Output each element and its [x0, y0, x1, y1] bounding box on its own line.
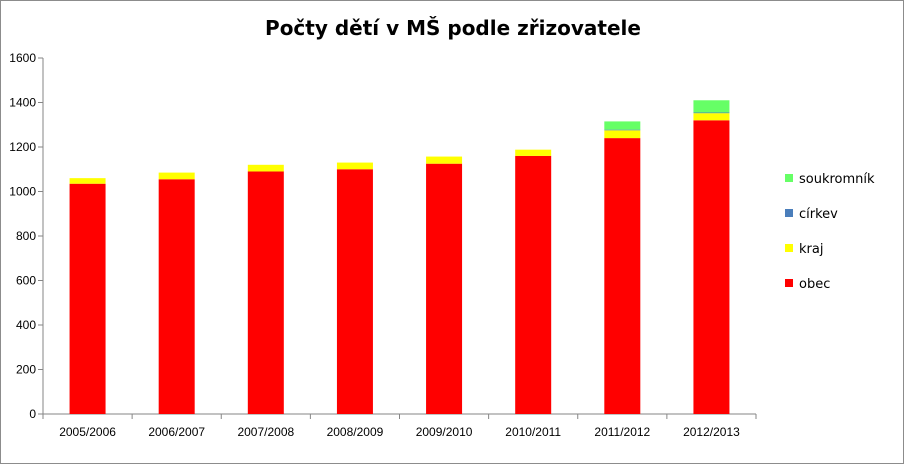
- bar-segment-církev: [693, 112, 730, 114]
- chart-title: Počty dětí v MŠ podle zřizovatele: [265, 16, 641, 40]
- bar-segment-kraj: [426, 156, 463, 164]
- bar-segment-obec: [693, 120, 730, 415]
- bar-segment-kraj: [604, 130, 641, 139]
- x-tick-label: 2012/2013: [683, 425, 740, 439]
- bar-segment-soukromník: [693, 100, 730, 113]
- y-tick-label: 1400: [9, 96, 36, 110]
- bar-segment-obec: [515, 155, 552, 414]
- bar-segment-obec: [158, 179, 195, 414]
- x-tick-label: 2005/2006: [59, 425, 116, 439]
- plot-area: 0 200 400 600 800 1000 1200 1400 1600 2005/2006 20…: [9, 51, 757, 439]
- legend-swatch-obec: [785, 279, 793, 287]
- bar-segment-obec: [426, 163, 463, 414]
- y-tick-label: 1600: [9, 51, 36, 65]
- x-tick-label: 2006/2007: [148, 425, 205, 439]
- legend: soukromník církev kraj obec: [785, 172, 875, 292]
- bar-segment-obec: [247, 171, 284, 414]
- legend-label-soukromník: soukromník: [799, 172, 875, 187]
- bar-segment-obec: [604, 138, 641, 414]
- legend-swatch-církev: [785, 209, 793, 217]
- y-tick-label: 600: [16, 274, 36, 288]
- y-tick-label: 800: [16, 229, 36, 243]
- legend-label-církev: církev: [799, 207, 838, 222]
- x-tick-label: 2009/2010: [416, 425, 473, 439]
- x-tick-label: 2007/2008: [237, 425, 294, 439]
- bar-segment-obec: [69, 183, 106, 414]
- legend-label-obec: obec: [799, 277, 830, 292]
- bar-segment-církev: [604, 129, 641, 131]
- bar-segment-kraj: [515, 149, 552, 156]
- legend-swatch-soukromník: [785, 174, 793, 182]
- y-tick-label: 1000: [9, 185, 36, 199]
- x-tick-label: 2011/2012: [594, 425, 650, 439]
- y-tick-label: 0: [29, 407, 36, 421]
- x-tick-label: 2010/2011: [505, 425, 561, 439]
- bar-segment-kraj: [693, 113, 730, 121]
- y-tick-label: 200: [16, 363, 36, 377]
- y-tick-label: 1200: [9, 140, 36, 154]
- bar-segment-kraj: [158, 172, 195, 180]
- legend-label-kraj: kraj: [799, 242, 823, 257]
- y-tick-label: 400: [16, 318, 36, 332]
- bar-segment-kraj: [336, 162, 373, 170]
- bar-segment-obec: [336, 169, 373, 414]
- bar-segment-kraj: [69, 178, 106, 184]
- bar-segment-kraj: [247, 164, 284, 172]
- bar-segment-soukromník: [604, 121, 641, 130]
- legend-swatch-kraj: [785, 244, 793, 252]
- x-tick-label: 2008/2009: [327, 425, 384, 439]
